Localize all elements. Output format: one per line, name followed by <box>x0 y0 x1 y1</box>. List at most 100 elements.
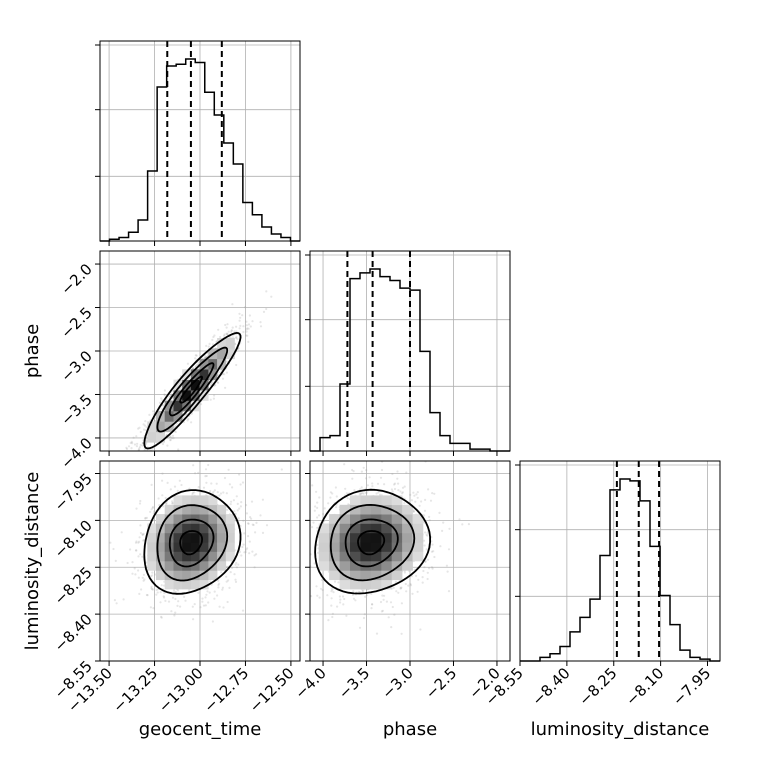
sample-point <box>265 524 269 527</box>
sample-point <box>164 599 167 603</box>
sample-point <box>217 328 220 331</box>
density-cell <box>360 532 372 543</box>
sample-point <box>244 550 247 554</box>
sample-point <box>219 371 222 374</box>
sample-point <box>467 523 470 526</box>
sample-point <box>135 435 138 438</box>
sample-point <box>199 403 203 406</box>
sample-point <box>280 505 282 507</box>
sample-point <box>153 419 156 422</box>
sample-point <box>205 593 208 596</box>
sample-point <box>109 541 112 544</box>
sample-point <box>138 536 141 539</box>
density-cell <box>360 542 372 552</box>
sample-point <box>424 498 427 501</box>
sample-point <box>396 477 399 480</box>
sample-point <box>169 435 172 438</box>
sample-point <box>121 469 123 471</box>
sample-point <box>245 328 248 331</box>
sample-point <box>169 439 172 442</box>
sample-point <box>149 510 152 513</box>
sample-point <box>225 371 228 374</box>
sample-point <box>143 578 146 581</box>
sample-point <box>317 551 320 555</box>
sample-point <box>143 455 145 457</box>
sample-point <box>242 519 245 522</box>
density-cell <box>156 532 165 543</box>
sample-point <box>206 590 209 593</box>
sample-point <box>168 435 171 438</box>
sample-point <box>357 590 360 593</box>
sample-point <box>158 401 162 404</box>
sample-point <box>203 356 206 360</box>
density-cell <box>173 579 183 590</box>
sample-point <box>365 594 368 597</box>
sample-point <box>401 486 405 489</box>
sample-point <box>132 436 135 439</box>
sample-point <box>225 333 229 336</box>
sample-point <box>397 489 400 492</box>
sample-point <box>177 448 180 451</box>
sample-point <box>419 628 422 631</box>
panel-2d-phase-luminosity-distance: −4.0 −3.5 −3.0 −2.5 −2.0 <box>280 460 511 703</box>
density-cell <box>173 400 183 412</box>
sample-point <box>426 531 429 534</box>
sample-point <box>316 516 319 519</box>
sample-point <box>364 477 368 480</box>
density-cell <box>182 514 192 524</box>
sample-point <box>177 600 180 603</box>
sample-point <box>226 600 229 604</box>
sample-point <box>196 363 199 366</box>
density-cell <box>182 551 192 562</box>
sample-point <box>295 544 297 546</box>
sample-point <box>137 448 140 451</box>
density-cell <box>164 523 174 534</box>
sample-point <box>161 442 165 446</box>
contour-line <box>156 504 229 582</box>
sample-point <box>162 505 165 508</box>
sample-point <box>234 563 237 566</box>
density-cell <box>199 532 209 543</box>
sample-point <box>239 316 242 319</box>
sample-point <box>209 398 212 401</box>
sample-point <box>399 586 402 590</box>
sample-point <box>431 492 434 495</box>
density-cell <box>208 495 218 506</box>
sample-point <box>229 571 232 574</box>
sample-point <box>194 365 197 368</box>
sample-point <box>203 357 207 360</box>
sample-point <box>401 491 404 494</box>
sample-point <box>208 591 211 594</box>
density-cell <box>381 514 392 524</box>
sample-point <box>235 363 238 367</box>
sample-point <box>213 489 216 492</box>
density-cell <box>329 561 340 571</box>
sample-point <box>441 529 444 533</box>
sample-point <box>304 517 306 519</box>
sample-point <box>330 590 333 593</box>
sample-point <box>421 576 424 579</box>
sample-point <box>213 597 216 600</box>
sample-point <box>426 534 429 537</box>
sample-point <box>360 486 363 489</box>
sample-point <box>331 612 334 615</box>
sample-point <box>166 481 169 484</box>
sample-point <box>418 504 421 507</box>
sample-point <box>242 325 245 328</box>
sample-point <box>171 434 175 437</box>
sample-point <box>153 510 156 513</box>
density-cell <box>339 542 351 552</box>
sample-point <box>249 325 252 328</box>
sample-point <box>174 424 177 427</box>
sample-point <box>234 578 237 581</box>
sample-point <box>248 552 251 555</box>
sample-point <box>136 453 138 455</box>
sample-point <box>216 381 219 384</box>
sample-point <box>414 500 417 503</box>
density-cell <box>381 504 392 515</box>
sample-point <box>235 325 238 328</box>
sample-point <box>194 354 197 357</box>
sample-point <box>160 616 163 619</box>
sample-point <box>123 464 125 466</box>
density-cell <box>381 551 392 562</box>
